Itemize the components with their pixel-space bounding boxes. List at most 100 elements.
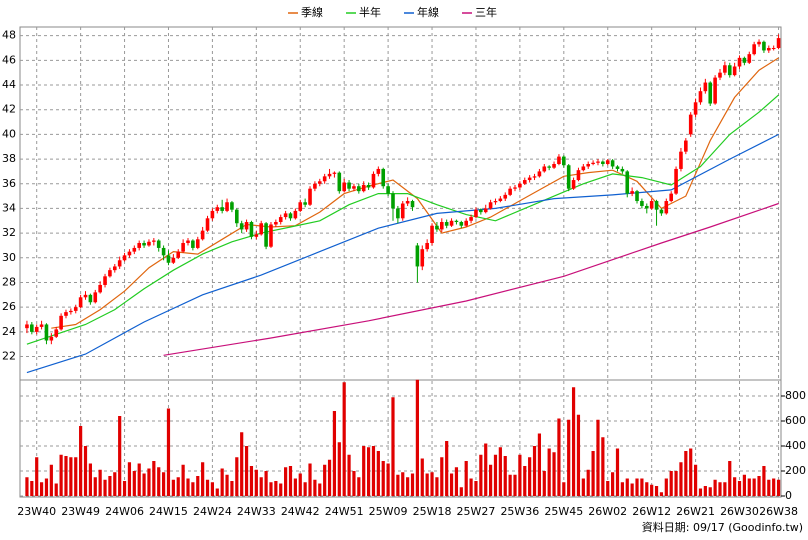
x-tick-label: 26W12 xyxy=(632,505,671,518)
volume-bar xyxy=(249,466,254,496)
volume-bar xyxy=(318,483,322,496)
volume-bar xyxy=(347,454,351,496)
volume-bar xyxy=(620,482,624,496)
candle-body xyxy=(727,65,732,76)
candle-body xyxy=(83,294,88,298)
volume-bar xyxy=(108,476,112,496)
volume-bar xyxy=(532,446,537,496)
volume-bar xyxy=(337,442,341,496)
candle-body xyxy=(474,209,478,218)
volume-bar xyxy=(464,461,468,496)
volume-bar xyxy=(757,476,761,496)
candle-body xyxy=(625,171,630,194)
volume-bar xyxy=(259,477,263,496)
volume-bar xyxy=(591,451,595,496)
candle-body xyxy=(552,164,556,168)
x-tick-label: 25W45 xyxy=(544,505,583,518)
volume-bar xyxy=(303,482,307,496)
candle-body xyxy=(640,201,644,206)
ma-line xyxy=(26,133,779,374)
candle-body xyxy=(620,168,625,172)
candle-body xyxy=(532,176,537,178)
volume-bar xyxy=(220,468,224,496)
ma-line xyxy=(26,94,779,345)
candle-body xyxy=(347,182,351,189)
volume-bar xyxy=(201,462,205,496)
volume-bar xyxy=(718,482,722,496)
x-tick-label: 24W33 xyxy=(237,505,276,518)
candle-body xyxy=(200,230,205,240)
candle-body xyxy=(176,251,181,258)
y-tick-label: 46 xyxy=(2,53,16,66)
candle-body xyxy=(161,247,166,256)
candle-body xyxy=(298,202,303,211)
candle-body xyxy=(693,102,698,115)
volume-bar xyxy=(313,479,317,496)
volume-bar xyxy=(49,464,53,496)
y-tick-label: 30 xyxy=(2,251,16,264)
candle-body xyxy=(166,255,171,263)
volume-bar xyxy=(454,467,459,496)
volume-bar xyxy=(191,482,195,496)
volume-bar xyxy=(269,482,273,496)
y-tick-label: 26 xyxy=(2,300,16,313)
candle-body xyxy=(737,57,742,67)
volume-bar xyxy=(118,416,122,496)
candle-body xyxy=(288,213,293,219)
candle-body xyxy=(88,294,93,303)
volume-bar xyxy=(30,481,34,496)
candle-body xyxy=(649,201,654,209)
x-tick-label: 25W36 xyxy=(500,505,539,518)
volume-bar xyxy=(147,468,151,496)
volume-tick-label: 200 xyxy=(785,464,806,477)
volume-bar xyxy=(615,448,620,496)
volume-bar xyxy=(469,478,473,496)
candle-body xyxy=(259,223,264,235)
volume-bar xyxy=(542,471,546,496)
y-tick-label: 40 xyxy=(2,127,16,140)
x-tick-label: 24W51 xyxy=(325,505,364,518)
candle-body xyxy=(571,180,576,189)
volume-bar xyxy=(630,483,634,496)
x-tick-label: 26W21 xyxy=(676,505,715,518)
candle-body xyxy=(352,186,356,189)
candle-body xyxy=(420,249,425,267)
volume-bar xyxy=(459,487,463,496)
volume-bar xyxy=(449,473,454,496)
candle-body xyxy=(30,324,34,332)
x-tick-label: 23W49 xyxy=(61,505,100,518)
x-tick-label: 26W02 xyxy=(588,505,627,518)
candle-body xyxy=(664,201,669,214)
volume-bar xyxy=(176,477,180,496)
x-tick-label: 25W27 xyxy=(457,505,496,518)
candle-body xyxy=(596,161,600,163)
candle-body xyxy=(493,201,498,203)
volume-bar xyxy=(430,472,434,496)
candle-body xyxy=(171,257,176,263)
candle-body xyxy=(513,187,517,189)
volume-bar xyxy=(596,419,600,496)
volume-bar xyxy=(39,482,44,496)
volume-bar xyxy=(576,414,581,496)
candle-body xyxy=(527,177,532,181)
candle-body xyxy=(449,220,454,226)
volume-bar xyxy=(513,474,517,496)
volume-bar xyxy=(161,472,166,496)
volume-bar xyxy=(79,426,83,496)
volume-bar xyxy=(493,454,498,496)
volume-bar xyxy=(327,459,332,496)
candle-body xyxy=(235,209,239,224)
volume-tick-label: 0 xyxy=(785,489,792,502)
candle-body xyxy=(591,162,595,165)
volume-bar xyxy=(371,446,376,496)
candle-body xyxy=(225,202,229,211)
volume-bar xyxy=(215,488,219,496)
candle-body xyxy=(117,260,122,267)
volume-bar xyxy=(669,471,673,496)
volume-bar xyxy=(83,446,88,496)
volume-bar xyxy=(654,486,659,496)
volume-bar xyxy=(152,461,156,496)
volume-bar xyxy=(552,452,556,496)
volume-bar xyxy=(298,473,302,496)
volume-bar xyxy=(357,477,361,496)
